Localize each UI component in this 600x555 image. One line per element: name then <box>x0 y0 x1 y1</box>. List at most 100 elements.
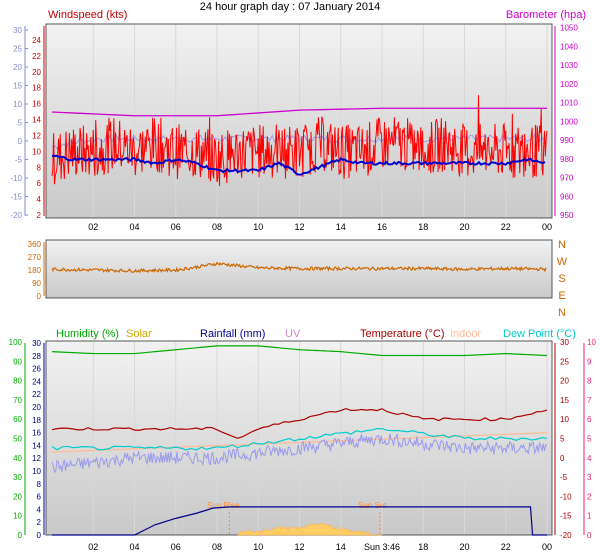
top-x-tick-label: 06 <box>171 222 181 232</box>
chart-marks <box>51 25 548 536</box>
bottom-x-tick-label: 22 <box>501 542 511 552</box>
temperature-axis-tick: -15 <box>560 512 572 521</box>
rainfall-axis-tick: 18 <box>32 416 41 425</box>
bottom-x-tick-label: 12 <box>294 542 304 552</box>
humidity-axis-tick: 40 <box>13 454 22 463</box>
top-x-tick-label: 22 <box>501 222 511 232</box>
legend-dewpoint: Dew Point (°C) <box>503 328 576 340</box>
legend-humidity: Humidity (%) <box>56 328 119 340</box>
top-left-axis-2-tick: 22 <box>32 52 41 61</box>
rainfall-axis-tick: 2 <box>37 518 42 527</box>
top-right-axis-tick: 970 <box>560 174 574 183</box>
top-right-axis-tick: 1050 <box>560 24 578 33</box>
top-right-axis-tick: 990 <box>560 136 574 145</box>
chart-axes: 02 04 06 08 10 12 14 16 18 20 22 00302520151050-5-1… <box>9 24 597 552</box>
direction-right-label: S <box>558 273 565 285</box>
top-right-axis-tick: 1010 <box>560 99 578 108</box>
legend-indoor: Indoor <box>450 328 482 340</box>
top-left-axis-1-tick: 30 <box>13 26 22 35</box>
direction-left-tick: 180 <box>28 266 42 275</box>
right-scale-axis-tick: 0 <box>587 531 592 540</box>
bottom-x-tick-label: 00 <box>542 542 552 552</box>
right-scale-axis-tick: 9 <box>587 357 592 366</box>
right-scale-axis-tick: 7 <box>587 396 592 405</box>
top-right-axis-tick: 980 <box>560 155 574 164</box>
top-left-axis-2-tick: 24 <box>32 36 41 45</box>
top-right-axis-tick: 1020 <box>560 80 578 89</box>
top-left-axis-2-tick: 2 <box>37 211 42 220</box>
bottom-x-tick-label: 02 <box>88 542 98 552</box>
right-scale-axis-tick: 8 <box>587 377 592 386</box>
temperature-axis-tick: 10 <box>560 415 569 424</box>
top-right-axis-tick: 1040 <box>560 42 578 51</box>
windspeed-series-line <box>51 95 548 187</box>
rainfall-axis-tick: 8 <box>37 480 42 489</box>
top-left-axis-1-tick: -15 <box>10 193 22 202</box>
wind-direction-series-line <box>51 261 547 274</box>
legend-uv: UV <box>285 328 301 340</box>
rainfall-axis-tick: 4 <box>37 505 42 514</box>
top-left-axis-2-tick: 14 <box>32 116 41 125</box>
top-left-axis-1-tick: -5 <box>15 156 23 165</box>
temperature-axis-tick: -10 <box>560 492 572 501</box>
right-scale-axis-tick: 5 <box>587 435 592 444</box>
top-left-axis-2-tick: 8 <box>37 163 42 172</box>
right-scale-axis-tick: 2 <box>587 492 592 501</box>
right-scale-axis-tick: 4 <box>587 454 592 463</box>
top-right-axis-tick: 1030 <box>560 61 578 70</box>
rainfall-axis-tick: 10 <box>32 467 41 476</box>
humidity-axis-tick: 80 <box>13 377 22 386</box>
temperature-axis-tick: -5 <box>560 473 568 482</box>
solar-series-area <box>237 521 383 536</box>
temperature-axis-tick: -20 <box>560 531 572 540</box>
top-left-axis-1-tick: 5 <box>18 119 23 128</box>
top-left-axis-1-tick: 25 <box>13 45 22 54</box>
top-x-tick-label: 08 <box>212 222 222 232</box>
direction-left-tick: 270 <box>28 253 42 262</box>
top-x-tick-label: 12 <box>294 222 304 232</box>
bottom-x-tick-label: 04 <box>129 542 139 552</box>
humidity-series-line <box>51 345 548 357</box>
top-x-tick-label: 04 <box>129 222 139 232</box>
windspeed-axis-label: Windspeed (kts) <box>48 9 127 21</box>
direction-left-tick: 360 <box>28 240 42 249</box>
humidity-axis-tick: 90 <box>13 357 22 366</box>
annotation-sunset: Sun Set <box>358 501 387 510</box>
top-x-tick-label: 14 <box>336 222 346 232</box>
right-scale-axis-tick: 1 <box>587 512 592 521</box>
indoor-series-line <box>51 432 548 453</box>
temperature-bottom-series-line <box>51 407 548 439</box>
top-x-tick-label: 20 <box>459 222 469 232</box>
top-left-axis-2-tick: 6 <box>37 179 42 188</box>
direction-right-label: E <box>558 290 565 302</box>
legend-temperature: Temperature (°C) <box>360 328 444 340</box>
top-left-axis-1-tick: 10 <box>13 100 22 109</box>
top-left-axis-2-tick: 12 <box>32 131 41 140</box>
bottom-x-tick-label: 08 <box>212 542 222 552</box>
rainfall-axis-tick: 24 <box>32 377 41 386</box>
rainfall-axis-tick: 14 <box>32 441 41 450</box>
dewpoint-series-line <box>51 427 548 451</box>
humidity-axis-tick: 50 <box>13 435 22 444</box>
humidity-axis-tick: 60 <box>13 415 22 424</box>
temperature-axis-tick: 0 <box>560 454 565 463</box>
bottom-x-tick-label: Sun 3:46 <box>364 542 400 552</box>
direction-right-label: N <box>558 239 566 251</box>
top-right-axis-tick: 950 <box>560 211 574 220</box>
top-left-axis-1-tick: 0 <box>18 137 23 146</box>
temperature-axis-tick: 25 <box>560 357 569 366</box>
lavender-bottom-series-line <box>51 433 548 474</box>
humidity-axis-tick: 20 <box>13 492 22 501</box>
rainfall-axis-tick: 22 <box>32 390 41 399</box>
top-left-axis-2-tick: 4 <box>37 195 42 204</box>
bottom-x-tick-label: 10 <box>253 542 263 552</box>
temperature-axis-tick: 30 <box>560 338 569 347</box>
top-left-axis-2-tick: 18 <box>32 84 41 93</box>
humidity-axis-tick: 70 <box>13 396 22 405</box>
rainfall-axis-tick: 6 <box>37 493 42 502</box>
right-scale-axis-tick: 6 <box>587 415 592 424</box>
top-right-axis-tick: 960 <box>560 192 574 201</box>
top-left-axis-1-tick: -20 <box>10 211 22 220</box>
legend-solar: Solar <box>126 328 152 340</box>
